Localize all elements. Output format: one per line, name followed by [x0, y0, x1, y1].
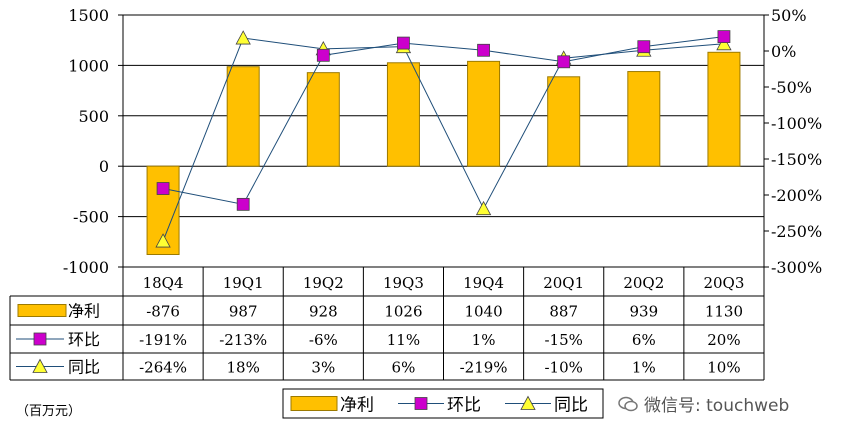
- mom-line: [162, 36, 724, 205]
- legend-label: 环比: [447, 396, 481, 416]
- bar: [226, 66, 260, 167]
- data-table: 18Q4 19Q1 19Q2 19Q3 19Q4 20Q1 20Q2 20Q3 净利 -876 98…: [9, 266, 765, 381]
- watermark: 微信号: touchweb: [618, 391, 789, 416]
- data-label: 11%: [387, 331, 420, 349]
- yoy-point: [235, 30, 251, 45]
- right-tick-label: -100%: [771, 114, 822, 133]
- wechat-icon: [618, 396, 638, 411]
- category-label: 20Q1: [543, 274, 584, 292]
- legend-key-marker: [520, 395, 536, 410]
- line-series: [155, 30, 732, 248]
- data-label: -15%: [544, 331, 582, 349]
- bar: [627, 71, 661, 167]
- mom-point: [557, 55, 571, 69]
- bar: [306, 72, 340, 167]
- category-label: 19Q1: [223, 274, 264, 292]
- data-label: 1%: [472, 331, 496, 349]
- data-label: 1040: [464, 303, 502, 321]
- left-tick-label: 500: [78, 107, 109, 126]
- right-tick-label: 50%: [771, 6, 807, 25]
- bar-series: [146, 51, 741, 256]
- data-label: 1130: [705, 303, 743, 321]
- mom-point: [236, 197, 250, 211]
- left-tick-label: -500: [73, 208, 109, 227]
- data-label: 1026: [384, 303, 422, 321]
- bar: [386, 62, 420, 167]
- category-label: 18Q4: [143, 274, 184, 292]
- data-label: -213%: [219, 331, 267, 349]
- series-name: 净利: [68, 302, 100, 321]
- data-label: 928: [309, 303, 338, 321]
- data-label: 6%: [632, 331, 656, 349]
- table-key-marker: [33, 332, 47, 346]
- yoy-line: [162, 37, 724, 242]
- data-label: -10%: [544, 359, 582, 377]
- mom-point: [477, 43, 490, 57]
- right-tick-label: -300%: [771, 258, 822, 277]
- series-name: 同比: [68, 358, 100, 377]
- data-label: 987: [229, 303, 258, 321]
- mom-point: [156, 182, 170, 195]
- yoy-point: [716, 35, 732, 51]
- gridlines: [122, 14, 765, 268]
- axes: -1000 -500 0 500 1000 1500 -300% -250% -200% -150…: [63, 6, 822, 277]
- left-tick-label: 0: [99, 157, 109, 176]
- left-tick-label: 1000: [68, 56, 109, 75]
- data-label: 3%: [311, 359, 335, 377]
- mom-point: [717, 30, 731, 44]
- data-label: -6%: [309, 331, 338, 349]
- data-label: 6%: [392, 359, 416, 377]
- series-name: 环比: [68, 330, 100, 349]
- legend-key-marker: [414, 397, 428, 410]
- mom-point: [397, 36, 410, 50]
- legend-label: 净利: [340, 396, 374, 416]
- legend: 净利 环比 同比: [282, 388, 604, 419]
- right-tick-label: -200%: [771, 186, 822, 205]
- table-key-bar: [17, 304, 67, 317]
- data-label: 939: [629, 303, 658, 321]
- data-label: -219%: [460, 359, 508, 377]
- unit-label: （百万元）: [16, 404, 82, 419]
- category-label: 19Q2: [303, 274, 344, 292]
- right-tick-label: -250%: [771, 222, 822, 241]
- data-label: 887: [549, 303, 578, 321]
- mom-point: [637, 40, 651, 54]
- category-label: 19Q4: [463, 274, 504, 292]
- right-tick-label: -50%: [771, 78, 812, 97]
- right-tick-label: -150%: [771, 150, 822, 169]
- data-label: 10%: [707, 359, 740, 377]
- left-tick-label: 1500: [68, 6, 109, 25]
- bar: [707, 51, 741, 167]
- data-label: 20%: [707, 331, 740, 349]
- data-label: -264%: [139, 359, 187, 377]
- data-label: -191%: [139, 331, 187, 349]
- bar: [467, 60, 501, 167]
- data-label: 1%: [632, 359, 656, 377]
- category-label: 20Q2: [623, 274, 664, 292]
- watermark-text: 微信号: touchweb: [644, 396, 790, 416]
- left-tick-label: -1000: [63, 258, 109, 277]
- yoy-point: [475, 200, 492, 216]
- right-tick-label: 0%: [771, 42, 796, 61]
- bar: [547, 76, 581, 167]
- category-label: 19Q3: [383, 274, 424, 292]
- table-key-marker: [32, 358, 48, 373]
- mom-point: [316, 48, 330, 62]
- legend-label: 同比: [554, 396, 588, 416]
- legend-key-bar: [290, 396, 338, 411]
- category-label: 20Q3: [703, 274, 744, 292]
- data-label: 18%: [227, 359, 260, 377]
- data-label: -876: [146, 303, 180, 321]
- yoy-point: [155, 233, 171, 248]
- plot-border: [122, 14, 765, 268]
